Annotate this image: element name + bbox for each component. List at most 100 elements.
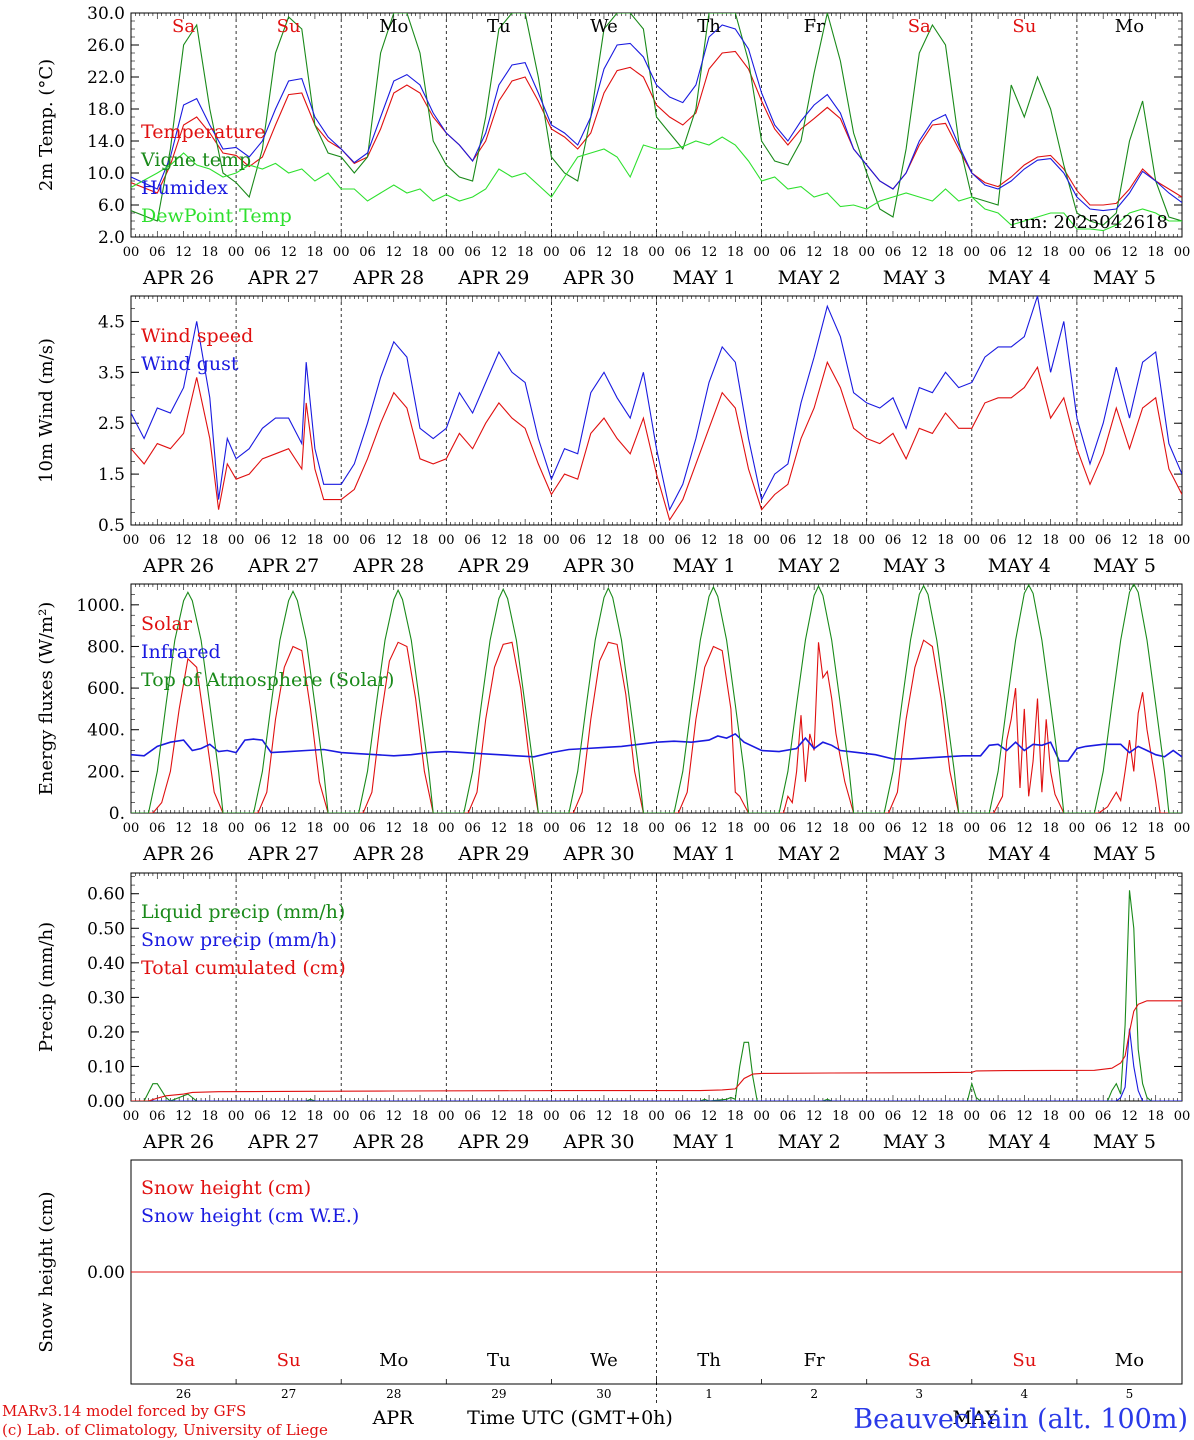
hour-label: 18 xyxy=(307,821,324,836)
hour-label: 12 xyxy=(701,821,718,836)
legend-entry: Wind gust xyxy=(141,353,239,375)
hour-label: 06 xyxy=(780,1109,797,1124)
hour-label: 00 xyxy=(858,533,875,548)
y-axis-label: Snow height (cm) xyxy=(36,1191,57,1352)
hour-label: 18 xyxy=(727,245,744,260)
hour-label: 18 xyxy=(937,533,954,548)
hour-label: 18 xyxy=(202,533,219,548)
hour-label: 00 xyxy=(753,245,770,260)
hour-label: 12 xyxy=(385,821,402,836)
hour-label: 12 xyxy=(596,1109,613,1124)
hour-label: 12 xyxy=(1016,245,1033,260)
hour-label: 00 xyxy=(123,533,140,548)
hour-label: 06 xyxy=(675,821,692,836)
hour-label: 06 xyxy=(885,245,902,260)
date-label: APR 26 xyxy=(142,843,214,865)
hour-label: 12 xyxy=(385,533,402,548)
model-credit: MARv3.14 model forced by GFS xyxy=(2,1402,246,1420)
date-label: APR 30 xyxy=(562,555,634,577)
hour-label: 06 xyxy=(990,245,1007,260)
legend-entry: Snow precip (mm/h) xyxy=(141,929,337,951)
y-axis-label: Precip (mm/h) xyxy=(36,922,57,1052)
hour-label: 18 xyxy=(1042,1109,1059,1124)
legend-entry: Temperature xyxy=(141,121,265,143)
y-tick-label: 3.5 xyxy=(98,363,125,383)
date-label: APR 27 xyxy=(247,267,319,289)
legend-entry: Infrared xyxy=(141,641,221,663)
hour-label: 18 xyxy=(307,533,324,548)
hour-label: 00 xyxy=(964,245,981,260)
date-label: APR 29 xyxy=(457,843,529,865)
day-number: 5 xyxy=(1126,1387,1134,1401)
y-tick-label: 0.30 xyxy=(87,988,125,1008)
hour-label: 06 xyxy=(990,821,1007,836)
hour-label: 18 xyxy=(517,821,534,836)
panel-5: 0.00 Snow height (cm) Snow height (cm) Snow… xyxy=(36,1159,1183,1404)
hour-label: 18 xyxy=(832,821,849,836)
date-label: MAY 3 xyxy=(883,267,946,289)
hour-label: 06 xyxy=(149,533,166,548)
hour-label: 18 xyxy=(517,1109,534,1124)
hour-label: 18 xyxy=(832,245,849,260)
hour-label: 06 xyxy=(675,533,692,548)
day-number: 28 xyxy=(386,1387,401,1401)
date-label: APR 28 xyxy=(352,267,424,289)
hour-label: 06 xyxy=(1095,1109,1112,1124)
hour-label: 00 xyxy=(858,245,875,260)
station-label: Beauvechain (alt. 100m) xyxy=(853,1404,1188,1435)
day-number: 27 xyxy=(281,1387,296,1401)
hour-label: 06 xyxy=(149,1109,166,1124)
hour-label: 00 xyxy=(1174,533,1191,548)
date-label: MAY 4 xyxy=(988,267,1051,289)
day-number: 3 xyxy=(915,1387,923,1401)
hour-label: 00 xyxy=(438,533,455,548)
hour-label: 00 xyxy=(648,1109,665,1124)
date-label: APR 26 xyxy=(142,555,214,577)
weekday-label: Mo xyxy=(379,1350,408,1371)
hour-label: 06 xyxy=(254,533,271,548)
hour-label: 00 xyxy=(333,245,350,260)
hour-label: 06 xyxy=(569,533,586,548)
legend-entry: Total cumulated (cm) xyxy=(141,957,346,979)
hour-label: 18 xyxy=(1147,533,1164,548)
date-label: APR 29 xyxy=(457,1131,529,1153)
legend-entry: Humidex xyxy=(141,177,228,199)
hour-label: 00 xyxy=(123,821,140,836)
hour-label: 00 xyxy=(228,245,245,260)
hour-label: 00 xyxy=(1069,245,1086,260)
hour-label: 00 xyxy=(333,1109,350,1124)
hour-label: 18 xyxy=(1042,245,1059,260)
panel-frame xyxy=(130,12,1183,238)
date-label: APR 29 xyxy=(457,267,529,289)
hour-label: 12 xyxy=(911,1109,928,1124)
run-annotation: run: 2025042618 xyxy=(1010,212,1168,233)
date-label: MAY 1 xyxy=(673,843,736,865)
hour-label: 06 xyxy=(1095,245,1112,260)
date-label: APR 28 xyxy=(352,843,424,865)
y-tick-label: 18.0 xyxy=(87,100,125,120)
hour-label: 18 xyxy=(832,533,849,548)
panel-2: 0.5 1.5 2.5 3.5 4.5 10m Wind (m/s) Wind speed W… xyxy=(36,295,1191,577)
y-tick-label: 0.20 xyxy=(87,1023,125,1043)
time-axis-label: Time UTC (GMT+0h) xyxy=(467,1407,673,1429)
hour-label: 06 xyxy=(464,533,481,548)
y-axis-label: Energy fluxes (W/m²) xyxy=(36,602,57,796)
hour-label: 06 xyxy=(780,245,797,260)
date-label: APR 28 xyxy=(352,1131,424,1153)
hour-label: 18 xyxy=(412,533,429,548)
hour-label: 12 xyxy=(280,245,297,260)
hour-label: 06 xyxy=(885,533,902,548)
hour-label: 00 xyxy=(333,821,350,836)
weekday-label: Su xyxy=(277,16,301,37)
legend-entry: Liquid precip (mm/h) xyxy=(141,901,345,923)
hour-label: 18 xyxy=(937,1109,954,1124)
hour-label: 18 xyxy=(412,821,429,836)
hour-label: 12 xyxy=(701,533,718,548)
series-0-3 xyxy=(131,136,1182,232)
hour-label: 06 xyxy=(885,1109,902,1124)
weekday-label: Fr xyxy=(804,16,825,37)
weekday-label: Th xyxy=(697,1350,721,1371)
legend-entry: Snow height (cm) xyxy=(141,1177,311,1199)
hour-label: 18 xyxy=(412,245,429,260)
